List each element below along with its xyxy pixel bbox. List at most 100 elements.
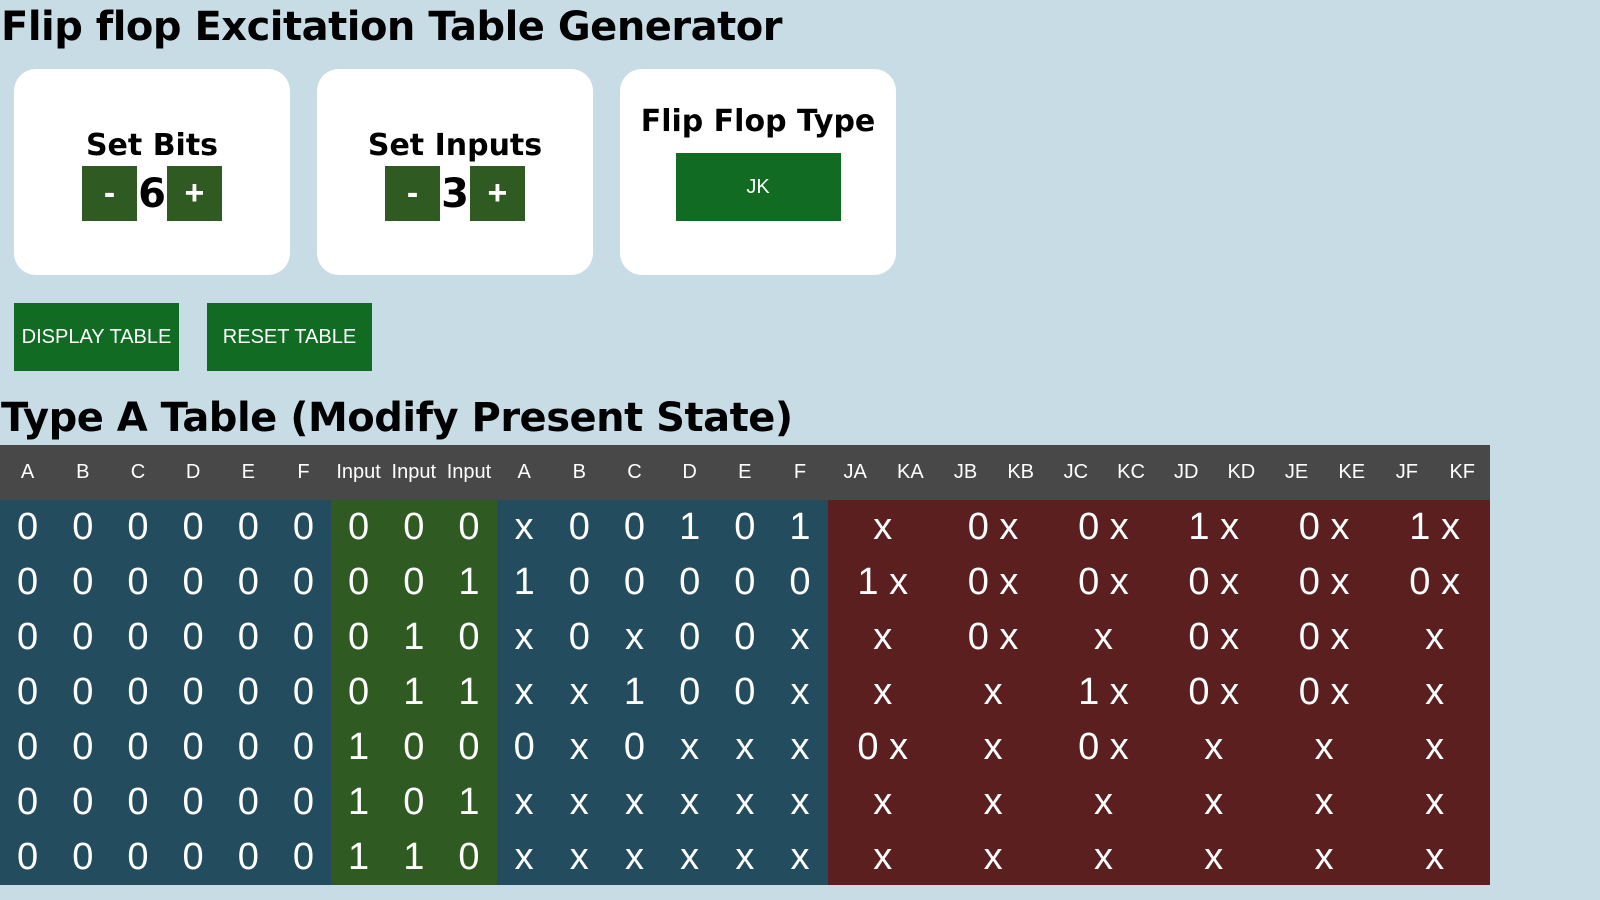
excitation-cell: 0 x (1268, 555, 1380, 610)
present-state-cell: 0 (55, 500, 111, 555)
excitation-cell: x (1379, 665, 1490, 720)
set-bits-title: Set Bits (85, 128, 219, 163)
inputs-increment-button[interactable]: + (469, 166, 525, 221)
table-title: Type A Table (Modify Present State) (1, 395, 793, 441)
inputs-stepper: - 3 + (385, 166, 525, 221)
input-cell: 1 (331, 830, 387, 885)
next-state-cell: x (496, 665, 552, 720)
present-state-cell: 0 (55, 665, 111, 720)
input-cell: 0 (331, 610, 387, 665)
bits-increment-button[interactable]: + (166, 166, 222, 221)
present-state-cell: 0 (0, 555, 56, 610)
next-state-cell: 0 (717, 500, 773, 555)
excitation-cell: x (1268, 720, 1380, 775)
next-state-cell: 0 (717, 610, 773, 665)
display-table-button[interactable]: DISPLAY TABLE (14, 303, 179, 371)
present-state-cell: 0 (220, 720, 276, 775)
present-state-cell: 0 (110, 720, 166, 775)
next-state-cell: x (662, 775, 718, 830)
excitation-cell: x (937, 830, 1049, 885)
input-cell: 0 (386, 775, 442, 830)
column-header: F (275, 445, 332, 500)
next-state-cell: x (551, 775, 607, 830)
excitation-cell: 0 x (937, 500, 1049, 555)
next-state-cell: 0 (717, 665, 773, 720)
present-state-cell: 0 (220, 610, 276, 665)
excitation-cell: x (1048, 830, 1159, 885)
present-state-cell: 0 (0, 830, 56, 885)
next-state-cell: x (772, 775, 828, 830)
present-state-cell: 0 (165, 500, 221, 555)
next-state-cell: 1 (662, 500, 718, 555)
input-cell: 0 (441, 830, 497, 885)
present-state-cell: 0 (165, 555, 221, 610)
column-header: Input (441, 445, 497, 500)
bits-decrement-button[interactable]: - (82, 166, 138, 221)
column-header: Input (386, 445, 442, 500)
next-state-cell: 0 (662, 555, 718, 610)
excitation-cell: x (1268, 830, 1380, 885)
excitation-cell: 0 x (1379, 555, 1490, 610)
excitation-cell: x (1379, 610, 1490, 665)
inputs-decrement-button[interactable]: - (385, 166, 441, 221)
next-state-cell: x (551, 720, 607, 775)
present-state-cell: 0 (110, 500, 166, 555)
next-state-cell: x (717, 830, 773, 885)
column-header: KD (1213, 445, 1269, 500)
excitation-cell: 1 x (1048, 665, 1159, 720)
next-state-cell: x (662, 720, 718, 775)
input-cell: 0 (386, 555, 442, 610)
excitation-table: A B C D E F Input Input Input A B C D E F JA KA JB KB JC KC J… (0, 445, 1490, 885)
flip-flop-type-button[interactable]: JK (675, 153, 841, 221)
next-state-cell: x (772, 665, 828, 720)
present-state-cell: 0 (275, 500, 332, 555)
input-cell: 1 (441, 775, 497, 830)
table-header-row: A B C D E F Input Input Input A B C D E F JA KA JB KB JC KC J… (0, 445, 1490, 500)
next-state-cell: 0 (772, 555, 828, 610)
input-cell: 0 (441, 500, 497, 555)
column-header: KE (1324, 445, 1380, 500)
next-state-cell: x (496, 830, 552, 885)
excitation-cell: 0 x (1048, 500, 1159, 555)
next-state-cell: x (606, 610, 663, 665)
present-state-cell: 0 (220, 500, 276, 555)
excitation-cell: x (1048, 610, 1159, 665)
present-state-cell: 0 (110, 555, 166, 610)
excitation-cell: x (827, 775, 938, 830)
present-state-cell: 0 (220, 775, 276, 830)
column-header: D (165, 445, 221, 500)
excitation-cell: x (827, 500, 938, 555)
present-state-cell: 0 (110, 830, 166, 885)
present-state-cell: 0 (55, 830, 111, 885)
present-state-cell: 0 (0, 665, 56, 720)
column-header: A (0, 445, 56, 500)
column-header: JC (1048, 445, 1104, 500)
column-header: C (606, 445, 663, 500)
present-state-cell: 0 (55, 555, 111, 610)
present-state-cell: 0 (55, 775, 111, 830)
next-state-cell: 1 (606, 665, 663, 720)
input-cell: 0 (441, 610, 497, 665)
next-state-cell: 0 (717, 555, 773, 610)
column-header: F (772, 445, 828, 500)
excitation-cell: 0 x (1158, 610, 1269, 665)
excitation-cell: x (1158, 775, 1269, 830)
inputs-value: 3 (441, 170, 469, 217)
next-state-cell: x (772, 720, 828, 775)
next-state-cell: 0 (551, 555, 607, 610)
column-header: E (220, 445, 276, 500)
present-state-cell: 0 (275, 720, 332, 775)
next-state-cell: 0 (551, 610, 607, 665)
excitation-cell: x (1158, 830, 1269, 885)
column-header: JF (1379, 445, 1435, 500)
reset-table-button[interactable]: RESET TABLE (207, 303, 372, 371)
present-state-cell: 0 (165, 610, 221, 665)
input-cell: 1 (441, 555, 497, 610)
next-state-cell: 1 (496, 555, 552, 610)
